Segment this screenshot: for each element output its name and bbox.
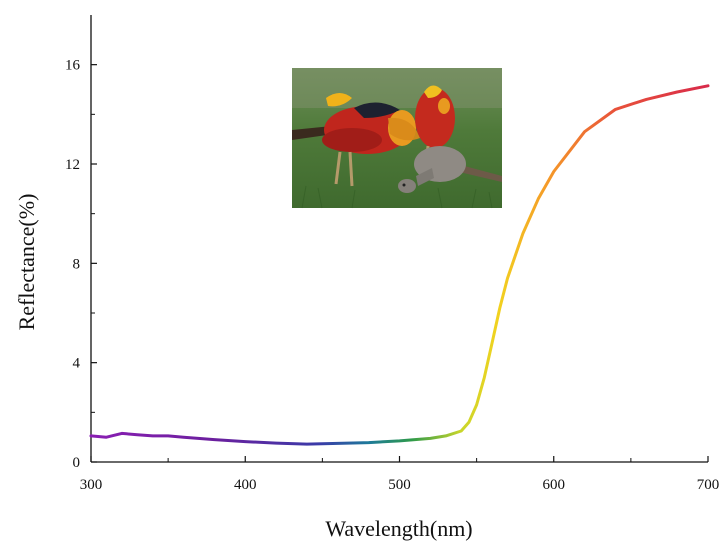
y-tick-label: 4 bbox=[73, 356, 81, 372]
golden-pheasant-photo bbox=[292, 68, 502, 209]
y-tick-label: 12 bbox=[65, 157, 80, 173]
x-tick-label: 600 bbox=[543, 477, 566, 493]
y-tick-label: 16 bbox=[65, 58, 81, 74]
ticks bbox=[90, 64, 709, 463]
reflectance-line bbox=[89, 84, 710, 446]
x-tick-label: 300 bbox=[80, 477, 103, 493]
x-tick-label: 400 bbox=[234, 477, 257, 493]
y-axis-title: Reflectance(%) bbox=[14, 194, 39, 331]
y-tick-label: 8 bbox=[73, 256, 81, 272]
tick-labels: 300 400 500 600 700 0 4 8 12 16 bbox=[65, 58, 719, 493]
x-axis-title: Wavelength(nm) bbox=[325, 516, 472, 541]
y-tick-label: 0 bbox=[73, 455, 81, 471]
x-tick-label: 500 bbox=[388, 477, 411, 493]
x-tick-label: 700 bbox=[697, 477, 720, 493]
